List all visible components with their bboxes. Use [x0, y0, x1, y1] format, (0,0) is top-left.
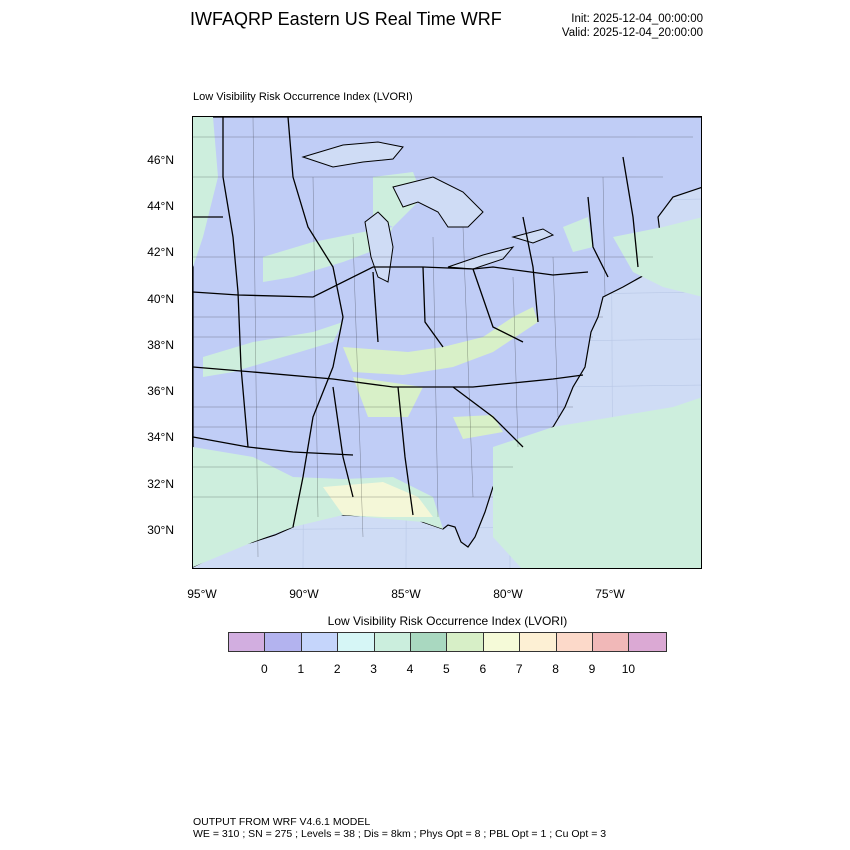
colorbar: [228, 632, 667, 652]
lon-label: 80°W: [493, 587, 523, 601]
great-lakes: [301, 141, 555, 283]
lat-label: 40°N: [147, 292, 174, 306]
colorbar-swatch: [410, 633, 448, 651]
lat-label: 36°N: [147, 384, 174, 398]
colorbar-swatch: [629, 633, 666, 651]
lat-label: 34°N: [147, 430, 174, 444]
map-canvas: [193, 117, 701, 568]
lat-label: 42°N: [147, 245, 174, 259]
colorbar-swatch: [338, 633, 375, 651]
lon-label: 75°W: [595, 587, 625, 601]
lvori-map: [192, 116, 702, 569]
init-time: Init: 2025-12-04_00:00:00: [571, 13, 703, 25]
lon-label: 90°W: [289, 587, 319, 601]
county-borders: [193, 117, 693, 558]
lat-label: 32°N: [147, 477, 174, 491]
colorbar-tick-label: 10: [621, 662, 636, 676]
lon-label: 85°W: [391, 587, 421, 601]
colorbar-tick-label: 9: [588, 662, 596, 676]
colorbar-swatch: [483, 633, 521, 651]
colorbar-swatch: [374, 633, 411, 651]
colorbar-tick-label: 5: [443, 662, 450, 676]
colorbar-tick-label: 8: [552, 662, 559, 676]
colorbar-swatch: [301, 633, 339, 651]
colorbar-swatch: [556, 633, 593, 651]
colorbar-swatch: [447, 633, 484, 651]
colorbar-title: Low Visibility Risk Occurrence Index (LV…: [327, 614, 568, 628]
colorbar-tick-label: 4: [406, 662, 414, 676]
page-title: IWFAQRP Eastern US Real Time WRF: [190, 9, 502, 29]
colorbar-swatch: [229, 633, 266, 651]
lon-label: 95°W: [187, 587, 217, 601]
valid-time: Valid: 2025-12-04_20:00:00: [561, 27, 703, 39]
colorbar-swatch: [265, 633, 302, 651]
colorbar-tick-label: 3: [370, 662, 377, 676]
colorbar-tick-label: 7: [515, 662, 523, 676]
map-subtitle: Low Visibility Risk Occurrence Index (LV…: [193, 91, 413, 103]
footer-model: OUTPUT FROM WRF V4.6.1 MODEL: [193, 816, 371, 828]
colorbar-tick-label: 1: [297, 662, 305, 676]
colorbar-swatch: [592, 633, 630, 651]
lat-label: 46°N: [147, 153, 174, 167]
colorbar-tick-label: 0: [261, 662, 268, 676]
footer-config: WE = 310 ; SN = 275 ; Levels = 38 ; Dis …: [193, 828, 607, 840]
colorbar-tick-label: 2: [333, 662, 341, 676]
lat-label: 44°N: [147, 199, 174, 213]
lat-label: 30°N: [147, 523, 174, 537]
colorbar-tick-label: 6: [479, 662, 487, 676]
colorbar-swatch: [520, 633, 557, 651]
lat-label: 38°N: [147, 338, 174, 352]
